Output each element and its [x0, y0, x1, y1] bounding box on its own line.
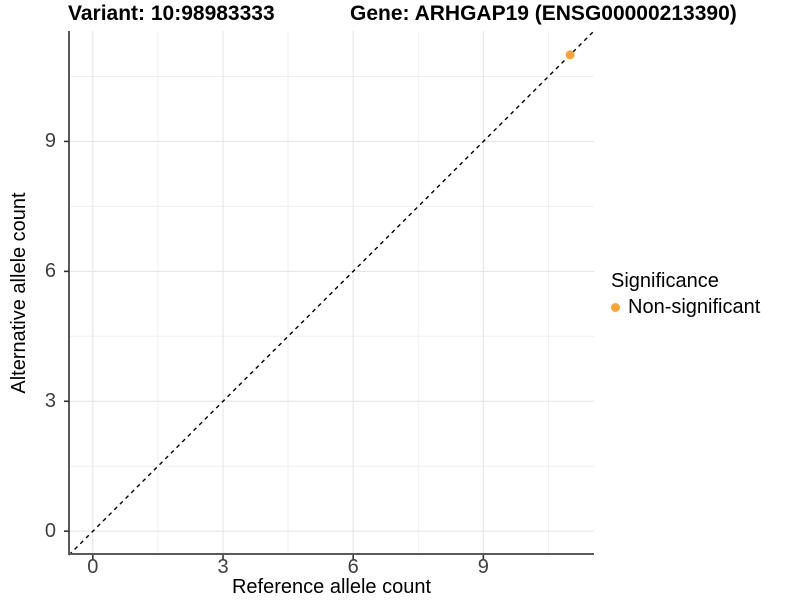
- x-axis-title: Reference allele count: [231, 576, 431, 598]
- y-tick-label: 3: [44, 390, 56, 413]
- legend-entries: Non-significant: [611, 295, 760, 319]
- legend-title: Significance: [611, 270, 719, 292]
- y-tick-label: 9: [44, 130, 56, 153]
- y-tick-label: 6: [44, 260, 56, 283]
- legend: Significance Non-significant: [611, 269, 760, 319]
- legend-marker-icon: [611, 302, 620, 312]
- data-point[interactable]: [565, 50, 575, 60]
- legend-entry: Non-significant: [611, 295, 760, 319]
- legend-entry-label: Non-significant: [628, 296, 761, 318]
- plot-area-svg: [64, 30, 595, 560]
- x-tick-label: 3: [217, 556, 229, 578]
- y-tick-label: 0: [44, 520, 56, 543]
- x-tick-label: 6: [347, 556, 359, 578]
- x-tick-label: 0: [87, 556, 99, 578]
- plot-panel: [64, 30, 595, 560]
- gene-title: Gene: ARHGAP19 (ENSG00000213390): [350, 2, 737, 25]
- variant-title: Variant: 10:98983333: [68, 2, 275, 25]
- y-axis-title: Alternative allele count: [8, 192, 30, 394]
- identity-dashed-line: [68, 30, 595, 556]
- x-tick-label: 9: [477, 556, 489, 578]
